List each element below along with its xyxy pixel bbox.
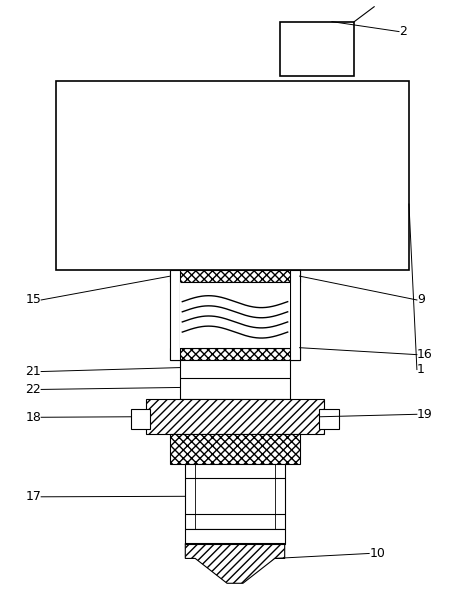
Text: 15: 15: [25, 294, 41, 307]
Bar: [170, 270, 180, 359]
Bar: [185, 528, 285, 544]
Text: 1: 1: [417, 363, 425, 376]
Bar: [180, 359, 290, 400]
Bar: [180, 282, 290, 348]
Bar: [131, 410, 150, 429]
Bar: [290, 270, 300, 359]
Text: 22: 22: [25, 383, 41, 396]
Text: 2: 2: [399, 25, 407, 38]
Text: 19: 19: [417, 408, 432, 421]
Bar: [170, 348, 300, 359]
Text: 9: 9: [417, 294, 425, 307]
Text: 17: 17: [25, 491, 41, 504]
Bar: [170, 434, 300, 464]
Text: 18: 18: [25, 411, 41, 424]
Text: 10: 10: [369, 547, 385, 560]
Text: 16: 16: [417, 348, 432, 361]
Text: 21: 21: [25, 365, 41, 378]
Polygon shape: [185, 544, 285, 583]
Bar: [319, 410, 340, 429]
Bar: [280, 22, 354, 76]
Bar: [185, 464, 285, 528]
Bar: [56, 82, 409, 270]
Bar: [146, 400, 325, 434]
Bar: [170, 270, 300, 282]
